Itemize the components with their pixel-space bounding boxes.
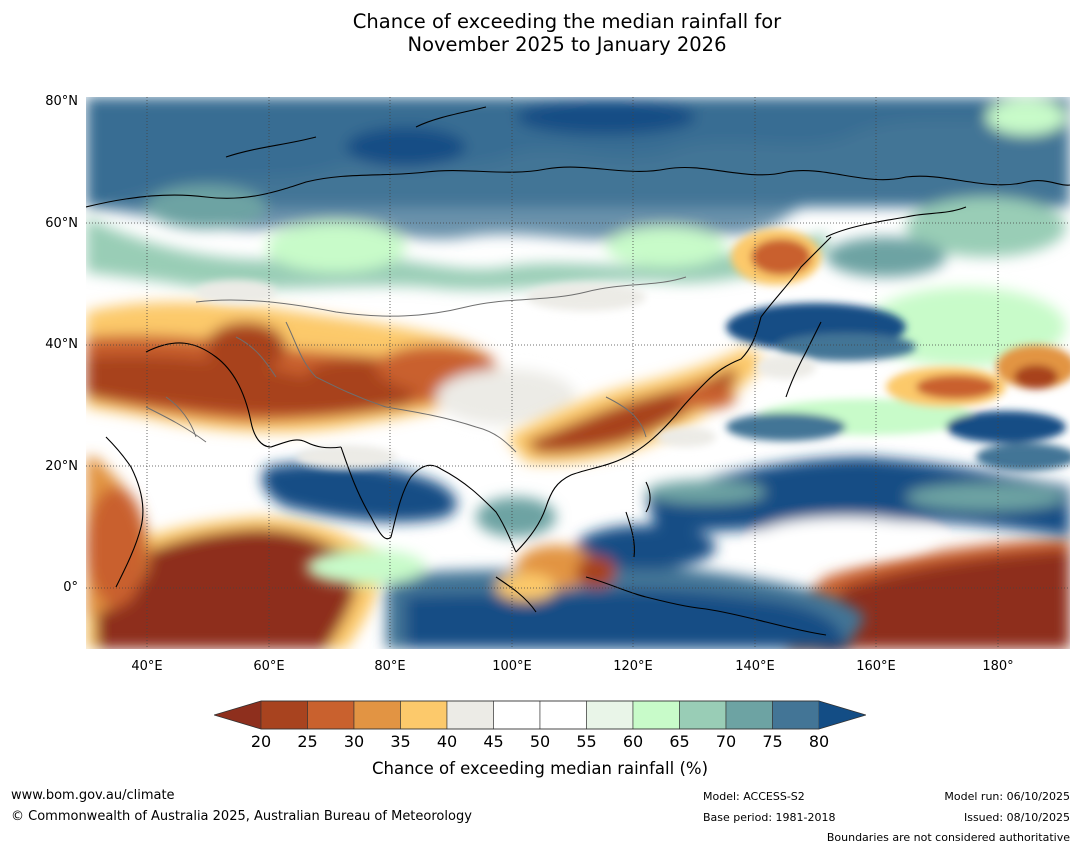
colorbar [214,700,866,730]
colorbar-segment-50-55 [539,700,587,730]
lat-label-40n: 40°N [45,337,78,352]
model-name: Model: ACCESS-S2 [703,790,805,803]
coastlines [86,106,1070,636]
tick-25: 25 [297,732,318,751]
title-line-2: November 2025 to January 2026 [407,33,727,56]
map-title: Chance of exceeding the median rainfall … [0,10,1081,56]
northern-wet-band [86,97,1070,367]
lat-label-80n: 80°N [45,94,78,109]
lon-label-100e: 100°E [492,659,532,674]
lon-label-180: 180° [982,659,1014,674]
tick-45: 45 [483,732,504,751]
tick-20: 20 [250,732,272,751]
colorbar-segment-75-80 [772,700,820,730]
tick-75: 75 [762,732,783,751]
china-dry-belt [506,347,766,464]
lat-label-0: 0° [63,580,78,595]
colorbar-segment-45-50 [493,700,541,730]
website-link[interactable]: www.bom.gov.au/climate [11,788,175,803]
lat-label-20n: 20°N [45,459,78,474]
colorbar-high-extension [819,701,866,729]
arabian-sea-dry [86,457,380,649]
graticule [86,97,1070,649]
colorbar-outline [214,700,866,730]
colorbar-segment-65-70 [679,700,727,730]
colorbar-segment-70-75 [725,700,773,730]
lon-label-40e: 40°E [131,659,163,674]
issued-date: Issued: 08/10/2025 [963,811,1070,824]
colorbar-segment-20-25 [260,700,308,730]
rainfall-map-svg [86,97,1070,649]
colorbar-segment-40-45 [446,700,494,730]
base-period: Base period: 1981-2018 [703,811,836,824]
tick-70: 70 [715,732,737,751]
boundaries-disclaimer: Boundaries are not considered authoritat… [826,831,1070,844]
tick-65: 65 [669,732,690,751]
tick-55: 55 [576,732,597,751]
colorbar-segment-60-65 [632,700,680,730]
colorbar-segment-35-40 [400,700,448,730]
tick-40: 40 [436,732,458,751]
tick-60: 60 [622,732,644,751]
colorbar-segment-25-30 [307,700,355,730]
colorbar-segment-55-60 [586,700,634,730]
tick-30: 30 [343,732,365,751]
lon-label-160e: 160°E [856,659,896,674]
colorbar-low-extension [214,701,261,729]
colorbar-label: Chance of exceeding median rainfall (%) [371,759,709,778]
lon-label-80e: 80°E [374,659,406,674]
lon-label-120e: 120°E [613,659,653,674]
central-asia-dry-band [86,302,576,433]
tick-80: 80 [808,732,830,751]
lat-label-60n: 60°N [45,216,78,231]
rainfall-map [86,97,1070,649]
title-line-1: Chance of exceeding the median rainfall … [352,10,782,33]
model-run-date: Model run: 06/10/2025 [944,790,1070,803]
pacific-features [726,229,1070,471]
country-borders [145,276,687,453]
maritime-continent-wet [262,457,1070,649]
tick-50: 50 [529,732,551,751]
lon-label-60e: 60°E [253,659,285,674]
colorbar-segment-30-35 [353,700,401,730]
copyright-notice: © Commonwealth of Australia 2025, Austra… [11,809,472,824]
lon-label-140e: 140°E [735,659,775,674]
tick-35: 35 [390,732,411,751]
